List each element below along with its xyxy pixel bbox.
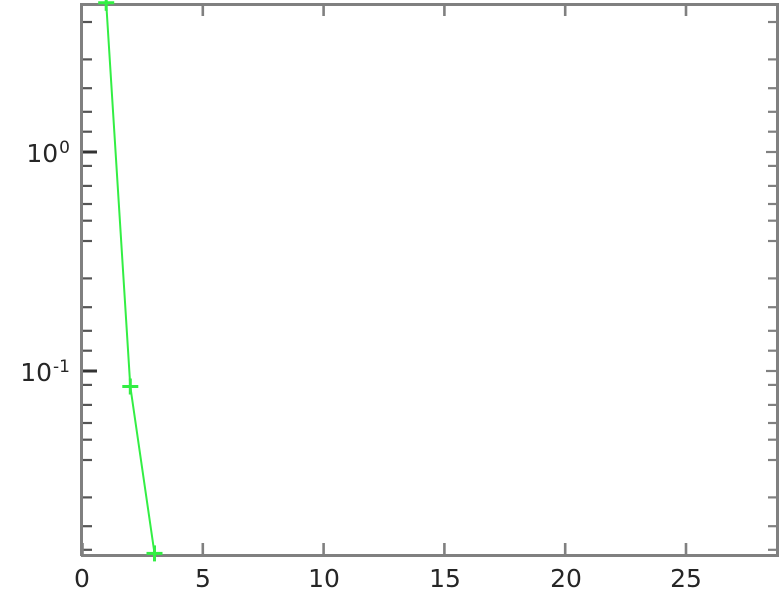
- xtick-label-15: 15: [429, 564, 461, 593]
- x-axis-major-ticks-bottom: [81, 543, 688, 554]
- y-axis-minor-ticks-right: [766, 20, 776, 551]
- series-markers-residual: [98, 0, 163, 562]
- xtick-label-10: 10: [308, 564, 340, 593]
- y-axis-major-ticks-left: [83, 150, 97, 373]
- ytick-label-exponent: 0: [59, 137, 70, 158]
- xtick-label-25: 25: [670, 564, 702, 593]
- x-axis-major-ticks-top: [201, 6, 688, 16]
- ytick-label-1e0: 100: [8, 137, 70, 169]
- ytick-label-mantissa: 10: [20, 358, 53, 388]
- xtick-label-20: 20: [550, 564, 582, 593]
- y-axis-minor-ticks-left: [83, 20, 92, 551]
- ytick-label-1e-1: 10-1: [0, 356, 70, 388]
- ytick-label-exponent: -1: [53, 356, 70, 377]
- xtick-label-0: 0: [74, 564, 90, 593]
- axes-frame: [80, 3, 779, 557]
- xtick-label-5: 5: [195, 564, 211, 593]
- plot-area-background: [81, 3, 779, 556]
- ytick-label-mantissa: 10: [26, 139, 59, 169]
- series-residual: [98, 0, 163, 562]
